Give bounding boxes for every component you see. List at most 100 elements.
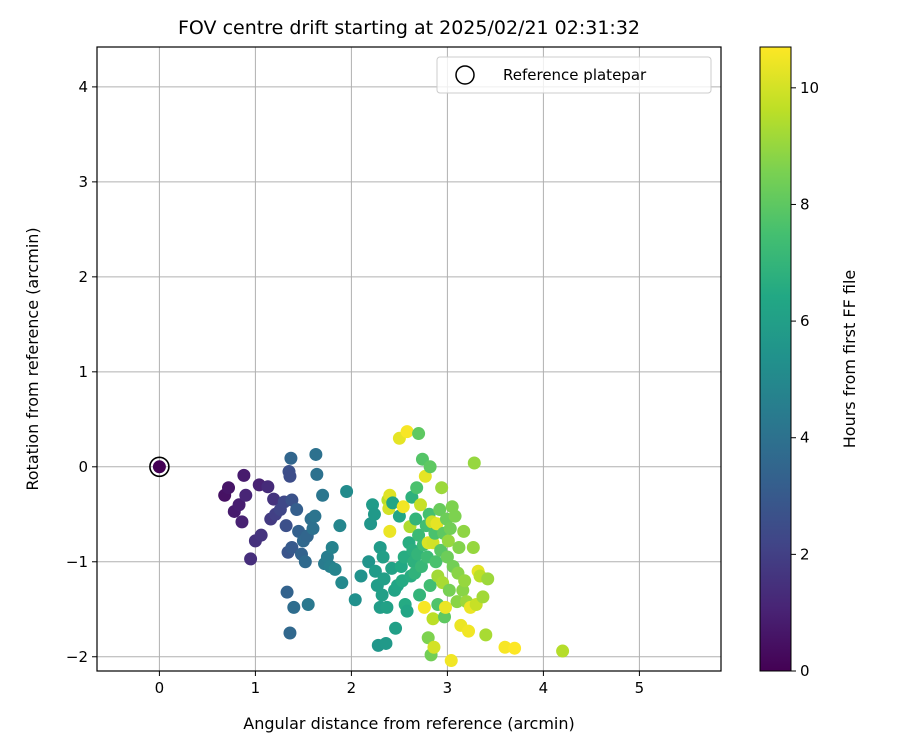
data-point [414,560,428,574]
data-point [232,498,246,512]
data-point [458,574,472,588]
data-point [308,509,322,523]
data-point [386,496,400,510]
data-point [443,522,457,536]
data-point [222,481,236,495]
colorbar-frame [759,46,792,672]
y-tick-label: 1 [78,363,88,381]
data-point [457,524,471,538]
data-point [244,552,258,566]
data-point [427,640,441,654]
data-point [301,598,315,612]
data-point [325,541,339,555]
colorbar-tick-label: 6 [800,312,810,330]
data-point [310,467,324,481]
data-point [441,534,455,548]
data-point [354,569,368,583]
data-point [367,507,381,521]
data-point [423,579,437,593]
data-point [396,500,410,514]
data-point [306,522,320,536]
data-point [280,585,294,599]
data-point [287,600,301,614]
data-point [328,562,342,576]
data-point [348,593,362,607]
data-point [335,576,349,590]
data-point [239,488,253,502]
colorbar-tick-label: 10 [800,79,819,97]
x-tick-label: 0 [155,679,165,697]
data-point [279,519,293,533]
data-point [237,468,251,482]
legend-box [436,56,712,94]
data-point [421,631,435,645]
data-point [261,480,275,494]
data-point [383,524,397,538]
data-point [452,541,466,555]
y-axis-label: Rotation from reference (arcmin) [23,227,42,490]
data-point [438,610,452,624]
data-point [450,595,464,609]
data-point [467,456,481,470]
plot-frame [96,46,722,672]
legend-marker-icon [455,65,475,85]
y-tick-label: −1 [66,553,88,571]
data-point [410,481,424,495]
colorbar-tick-label: 0 [800,662,810,680]
data-point [556,644,570,658]
data-point [235,515,249,529]
data-points [152,425,570,668]
legend: Reference platepar [436,56,712,94]
data-point [309,447,323,461]
data-point [400,604,414,618]
data-point [380,600,394,614]
data-point [423,460,437,474]
data-point [448,509,462,523]
data-point [340,484,354,498]
x-tick-label: 2 [347,679,357,697]
colorbar-gradient [760,47,791,671]
data-point [400,425,414,439]
y-tick-label: −2 [66,648,88,666]
y-tick-label: 2 [78,268,88,286]
y-tick-label: 4 [78,78,88,96]
data-point [389,621,403,635]
data-point [417,600,431,614]
data-point [409,512,423,526]
colorbar-tick-label: 8 [800,195,810,213]
colorbar-label: Hours from first FF file [840,270,859,449]
x-axis-label: Angular distance from reference (arcmin) [243,714,574,733]
reference-marker [149,456,170,478]
data-point [379,636,393,650]
data-point [508,641,522,655]
x-axis-ticks: 0 1 2 3 4 5 [155,671,645,697]
data-point [435,481,449,495]
data-point [438,600,452,614]
data-point [377,572,391,586]
data-point [413,588,427,602]
x-tick-label: 3 [443,679,453,697]
data-point [430,517,444,531]
data-point [442,583,456,597]
data-point [462,624,476,638]
data-point [362,555,376,569]
data-point [267,492,281,506]
data-point [498,640,512,654]
colorbar-tick-label: 4 [800,429,810,447]
legend-entry-reference-platepar: Reference platepar [503,66,647,84]
data-point [444,654,458,668]
data-point [254,528,268,542]
colorbar: 0 2 4 6 8 10 Hours from first FF file [759,46,859,680]
data-point [426,612,440,626]
data-point [412,427,426,441]
data-point [440,550,454,564]
data-point [284,451,298,465]
data-point [283,626,297,640]
colorbar-tick-label: 2 [800,545,810,563]
y-tick-label: 3 [78,173,88,191]
data-point [433,503,447,517]
data-point [285,541,299,555]
x-tick-label: 5 [635,679,645,697]
x-tick-label: 4 [539,679,549,697]
